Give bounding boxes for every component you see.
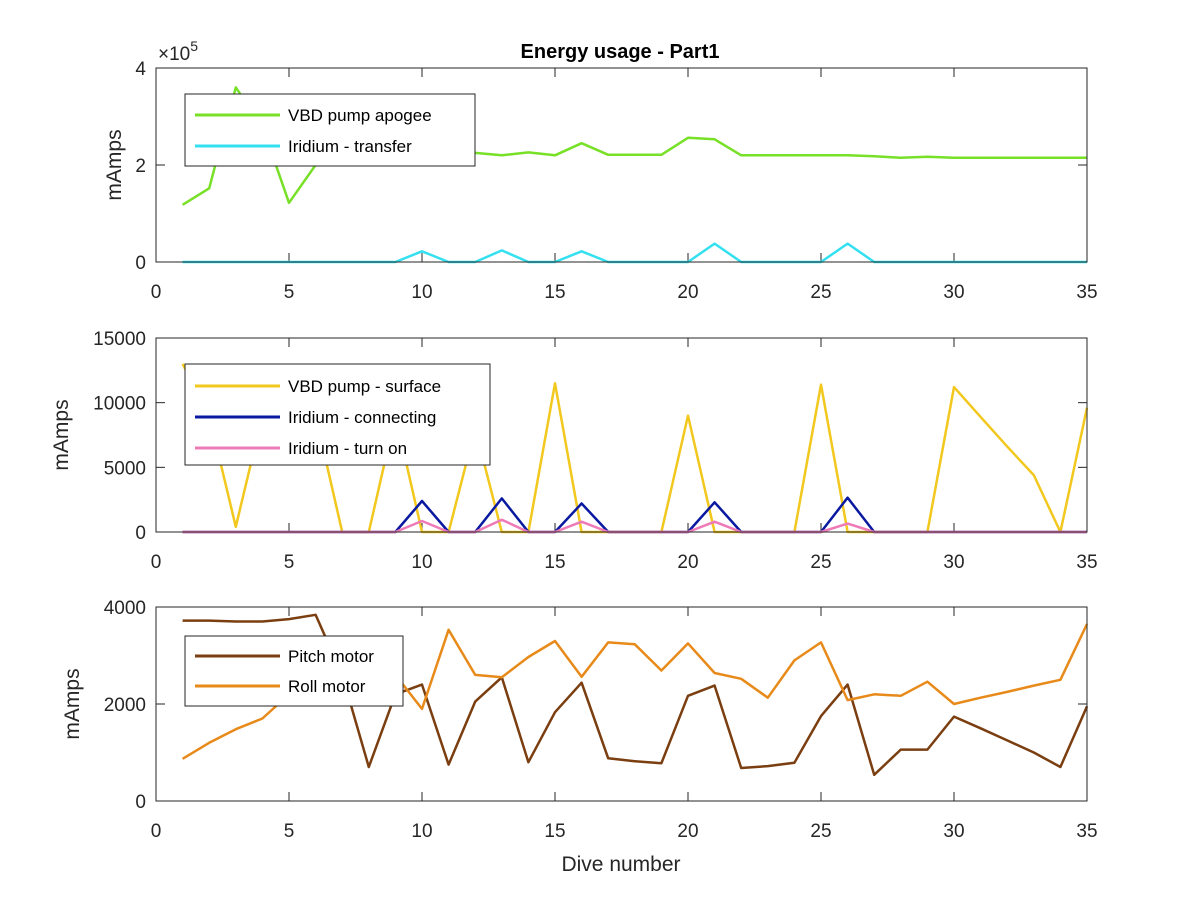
- subplot-1-ylabel: mAmps: [103, 129, 126, 200]
- y-tick-label: 2: [135, 156, 146, 177]
- y-tick-label: 4000: [104, 598, 146, 619]
- legend-label: VBD pump apogee: [288, 106, 432, 125]
- x-tick-label: 5: [284, 282, 295, 303]
- axes-outline: [155, 606, 1088, 802]
- x-tick-label: 25: [810, 282, 831, 303]
- x-tick-label: 35: [1076, 821, 1097, 842]
- x-tick-label: 30: [943, 821, 964, 842]
- legend-label: Iridium - turn on: [288, 439, 407, 458]
- x-tick-label: 0: [151, 282, 162, 303]
- subplot-1-ticks: 0 5 10 15 20 25 30 35 0 2 4: [135, 59, 1097, 303]
- subplot-1-exponent: ×105: [158, 38, 198, 65]
- axes-outline: [155, 337, 1088, 533]
- y-tick-label: 10000: [93, 394, 146, 415]
- x-tick-label: 15: [544, 282, 565, 303]
- x-axis-label: Dive number: [561, 853, 680, 876]
- subplot-2: 0 5 10 15 20 25 30 35 0 5000 10000 15000 mAmps VBD …: [50, 329, 1098, 573]
- x-tick-label: 35: [1076, 552, 1097, 573]
- x-tick-label: 10: [411, 282, 432, 303]
- x-tick-label: 5: [284, 552, 295, 573]
- y-tick-label: 2000: [104, 695, 146, 716]
- x-tick-label: 25: [810, 821, 831, 842]
- subplot-2-ylabel: mAmps: [50, 399, 73, 470]
- legend-label: Roll motor: [288, 677, 366, 696]
- subplot-3: 0 5 10 15 20 25 30 35 0 2000 4000 mAmps Pitch moto…: [61, 598, 1098, 842]
- subplot-1-legend-box: [184, 93, 476, 167]
- x-tick-label: 0: [151, 821, 162, 842]
- x-tick-label: 35: [1076, 282, 1097, 303]
- y-tick-label: 4: [135, 59, 146, 80]
- subplot-2-legend: VBD pump - surface Iridium - connecting Ir…: [184, 363, 491, 466]
- x-tick-label: 10: [411, 821, 432, 842]
- legend-label: VBD pump - surface: [288, 377, 441, 396]
- y-tick-label: 15000: [93, 329, 146, 350]
- x-tick-label: 30: [943, 282, 964, 303]
- x-tick-label: 25: [810, 552, 831, 573]
- x-tick-label: 30: [943, 552, 964, 573]
- subplot-3-legend: Pitch motor Roll motor: [184, 635, 404, 707]
- subplot-3-legend-box: [184, 635, 404, 707]
- x-tick-label: 20: [677, 282, 698, 303]
- y-tick-label: 5000: [104, 458, 146, 479]
- axes-outline: [155, 67, 1088, 263]
- figure-title: Energy usage - Part1: [521, 41, 720, 63]
- legend-label: Pitch motor: [288, 647, 374, 666]
- subplot-1: 0 5 10 15 20 25 30 35 0 2 4 ×105 mAmps VBD pump ap…: [103, 38, 1098, 303]
- legend-label: Iridium - connecting: [288, 408, 436, 427]
- subplot-2-ticks: 0 5 10 15 20 25 30 35 0 5000 10000 15000: [93, 329, 1097, 573]
- y-tick-label: 0: [135, 523, 146, 544]
- y-tick-label: 0: [135, 792, 146, 813]
- subplot-3-ylabel: mAmps: [61, 668, 84, 739]
- x-tick-label: 20: [677, 821, 698, 842]
- x-tick-label: 10: [411, 552, 432, 573]
- x-tick-label: 15: [544, 552, 565, 573]
- subplot-1-legend: VBD pump apogee Iridium - transfer: [184, 93, 476, 167]
- x-tick-label: 5: [284, 821, 295, 842]
- y-tick-label: 0: [135, 253, 146, 274]
- x-tick-label: 0: [151, 552, 162, 573]
- legend-label: Iridium - transfer: [288, 137, 412, 156]
- x-tick-label: 20: [677, 552, 698, 573]
- x-tick-label: 15: [544, 821, 565, 842]
